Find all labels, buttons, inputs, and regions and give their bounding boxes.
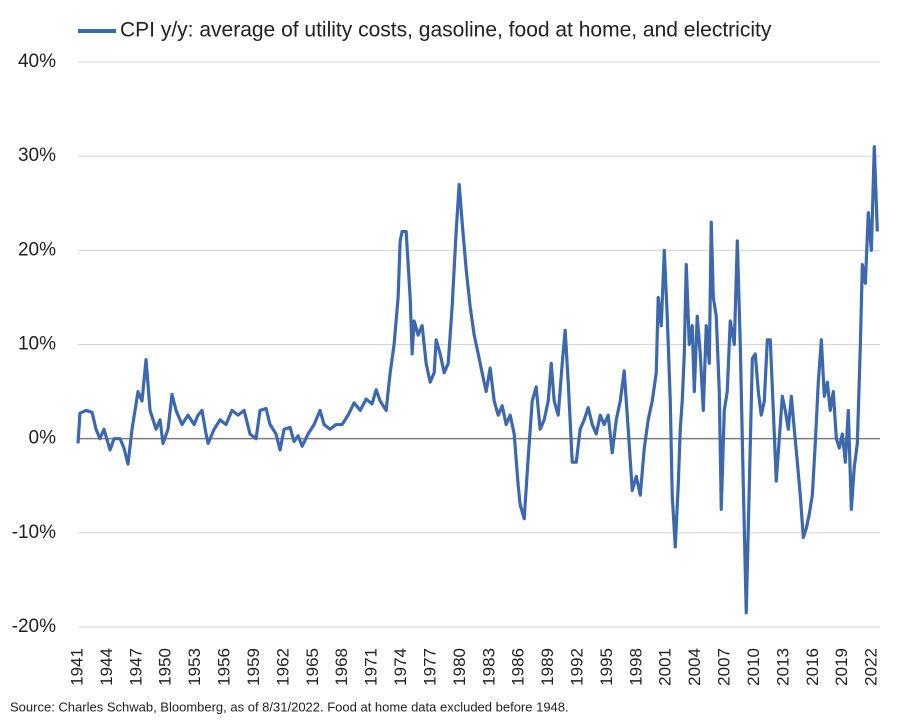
x-tick-label: 1980 [450,648,469,686]
x-tick-label: 1953 [185,648,204,686]
x-tick-label: 2016 [803,648,822,686]
x-tick-label: 2001 [656,648,675,686]
y-tick-label: 0% [29,428,57,449]
x-tick-label: 2013 [773,648,792,686]
x-tick-label: 1986 [509,648,528,686]
x-tick-label: 1971 [362,648,381,686]
x-tick-label: 1974 [391,648,410,686]
x-tick-label: 2019 [832,648,851,686]
x-tick-label: 1941 [67,648,86,686]
x-tick-label: 2004 [685,648,704,686]
source-note: Source: Charles Schwab, Bloomberg, as of… [10,699,569,714]
y-tick-label: 30% [18,145,56,166]
y-tick-label: 10% [18,334,56,355]
x-tick-label: 1959 [244,648,263,686]
x-tick-label: 1998 [626,648,645,686]
x-tick-label: 1989 [538,648,557,686]
x-tick-label: 1944 [97,648,116,686]
x-tick-label: 2007 [715,648,734,686]
y-tick-label: -10% [12,522,56,543]
x-tick-label: 1983 [479,648,498,686]
x-tick-label: 1968 [332,648,351,686]
x-tick-label: 1977 [420,648,439,686]
y-tick-label: 20% [18,239,56,260]
data-line [76,145,879,615]
x-tick-label: 1956 [215,648,234,686]
x-tick-label: 1962 [273,648,292,686]
legend-label: CPI y/y: average of utility costs, gasol… [120,19,772,42]
x-tick-label: 2010 [744,648,763,686]
x-tick-label: 1992 [567,648,586,686]
x-tick-label: 1995 [597,648,616,686]
x-tick-label: 1965 [303,648,322,686]
x-tick-label: 2022 [862,648,881,686]
x-tick-label: 1950 [156,648,175,686]
y-tick-label: 40% [18,51,56,72]
x-tick-label: 1947 [126,648,145,686]
y-tick-label: -20% [12,616,56,637]
